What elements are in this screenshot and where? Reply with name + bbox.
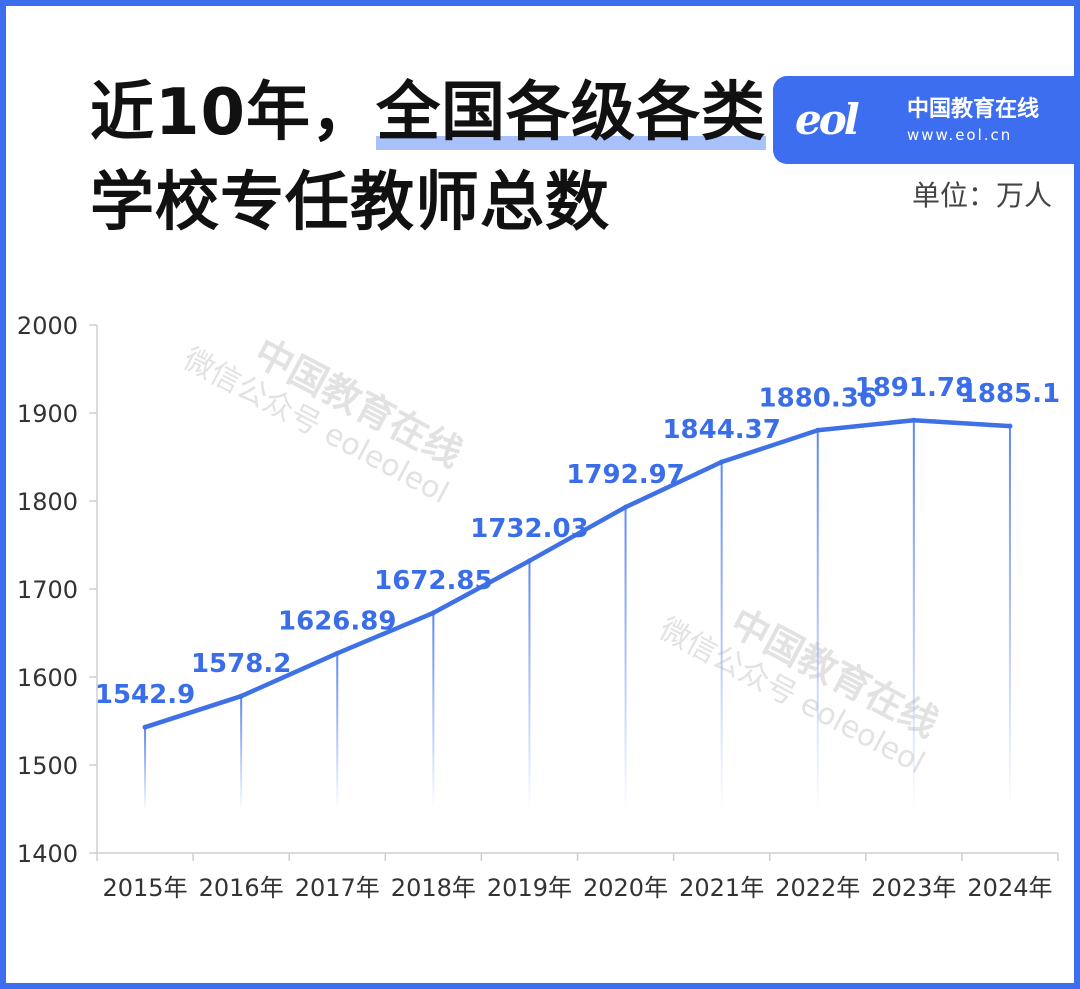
drop-line bbox=[336, 653, 339, 811]
x-tick-label: 2017年 bbox=[295, 874, 380, 902]
brand-url: www.eol.cn bbox=[907, 126, 1013, 144]
data-label: 1626.89 bbox=[278, 606, 396, 636]
y-tick-label: 1400 bbox=[17, 840, 78, 868]
drop-line bbox=[1008, 426, 1011, 811]
brand-name: 中国教育在线 bbox=[907, 97, 1040, 122]
data-point bbox=[238, 693, 244, 699]
data-point bbox=[430, 610, 436, 616]
chart-title: 近10年，全国各级各类 学校专任教师总数 bbox=[90, 68, 767, 248]
data-point bbox=[142, 724, 148, 730]
data-point bbox=[719, 459, 725, 465]
data-label: 1732.03 bbox=[470, 514, 588, 544]
x-tick-label: 2023年 bbox=[871, 874, 956, 902]
drop-line bbox=[240, 696, 243, 811]
data-point bbox=[1007, 423, 1013, 429]
x-tick-label: 2024年 bbox=[967, 874, 1052, 902]
data-label: 1578.2 bbox=[191, 649, 291, 679]
y-tick-label: 1800 bbox=[17, 488, 78, 516]
data-label: 1542.9 bbox=[95, 680, 195, 710]
x-tick-label: 2018年 bbox=[391, 874, 476, 902]
x-tick-label: 2021年 bbox=[679, 874, 764, 902]
title-line2: 学校专任教师总数 bbox=[90, 166, 610, 240]
eol-logo: eol 中国教育在线 www.eol.cn bbox=[773, 76, 1080, 164]
y-tick-label: 1700 bbox=[17, 576, 78, 604]
data-point bbox=[623, 504, 629, 510]
data-point bbox=[815, 427, 821, 433]
data-label: 1880.36 bbox=[759, 383, 877, 413]
x-tick-label: 2019年 bbox=[487, 874, 572, 902]
title-line1-a: 近10年， bbox=[90, 76, 377, 150]
data-point bbox=[334, 650, 340, 656]
y-tick-label: 1500 bbox=[17, 752, 78, 780]
drop-line bbox=[816, 430, 819, 811]
series-line bbox=[142, 417, 1013, 730]
drop-line bbox=[912, 420, 915, 811]
data-point bbox=[526, 558, 532, 564]
y-tick-label: 2000 bbox=[17, 312, 78, 340]
data-label: 1792.97 bbox=[566, 460, 684, 490]
y-tick-label: 1900 bbox=[17, 400, 78, 428]
drop-line bbox=[624, 507, 627, 811]
drop-line bbox=[528, 560, 531, 811]
y-tick-label: 1600 bbox=[17, 664, 78, 692]
x-tick-label: 2015年 bbox=[103, 874, 188, 902]
title-line1-b: 全国各级各类 bbox=[376, 76, 767, 150]
drop-line bbox=[720, 461, 723, 811]
eol-logo-mark: eol bbox=[795, 95, 860, 144]
drop-line bbox=[432, 612, 435, 811]
x-tick-label: 2016年 bbox=[199, 874, 284, 902]
data-label: 1891.78 bbox=[855, 373, 973, 403]
data-label: 1885.1 bbox=[960, 379, 1060, 409]
data-label: 1672.85 bbox=[374, 566, 492, 596]
drop-line bbox=[144, 727, 147, 811]
x-tick-label: 2022年 bbox=[775, 874, 860, 902]
x-tick-label: 2020年 bbox=[583, 874, 668, 902]
data-label: 1844.37 bbox=[662, 415, 780, 445]
unit-label: 单位：万人 bbox=[911, 179, 1052, 212]
data-point bbox=[911, 417, 917, 423]
